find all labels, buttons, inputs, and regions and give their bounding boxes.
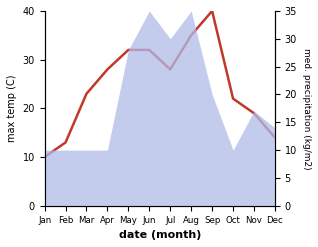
Y-axis label: med. precipitation (kg/m2): med. precipitation (kg/m2)	[302, 48, 311, 169]
X-axis label: date (month): date (month)	[119, 230, 201, 240]
Y-axis label: max temp (C): max temp (C)	[7, 75, 17, 142]
